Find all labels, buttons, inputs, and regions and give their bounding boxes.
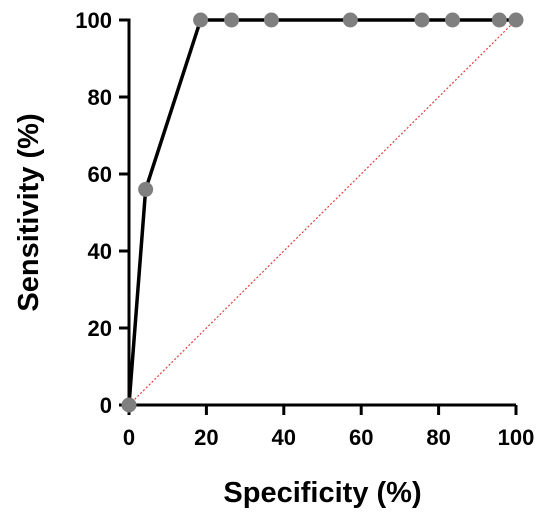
data-point bbox=[263, 12, 279, 28]
data-point bbox=[224, 12, 240, 28]
y-axis-title: Sensitivity (%) bbox=[13, 113, 45, 311]
x-tick-label: 100 bbox=[498, 425, 535, 450]
data-point bbox=[342, 12, 358, 28]
markers-layer bbox=[121, 12, 524, 413]
y-tick-label: 40 bbox=[88, 239, 112, 264]
x-axis-title: Specificity (%) bbox=[223, 477, 421, 509]
data-point bbox=[121, 397, 137, 413]
y-tick-label: 100 bbox=[75, 8, 112, 33]
x-tick-label: 40 bbox=[272, 425, 296, 450]
x-tick-label: 60 bbox=[349, 425, 373, 450]
y-tick-label: 80 bbox=[88, 85, 112, 110]
data-point bbox=[445, 12, 461, 28]
y-tick-label: 0 bbox=[100, 393, 112, 418]
x-tick-label: 0 bbox=[123, 425, 135, 450]
y-tick-label: 60 bbox=[88, 162, 112, 187]
reference-diagonal-line bbox=[128, 19, 517, 406]
x-tick-label: 20 bbox=[194, 425, 218, 450]
data-point bbox=[491, 12, 507, 28]
reference-layer bbox=[128, 19, 517, 406]
series-layer bbox=[127, 18, 518, 407]
data-point bbox=[508, 12, 524, 28]
data-point bbox=[414, 12, 430, 28]
data-point bbox=[138, 181, 154, 197]
roc-curve-line bbox=[127, 18, 518, 407]
labels-layer: Specificity (%) Sensitivity (%) 0 20 40 60 8… bbox=[13, 8, 534, 509]
x-tick-label: 80 bbox=[426, 425, 450, 450]
y-tick-label: 20 bbox=[88, 316, 112, 341]
axes bbox=[119, 18, 518, 415]
data-point bbox=[193, 12, 209, 28]
